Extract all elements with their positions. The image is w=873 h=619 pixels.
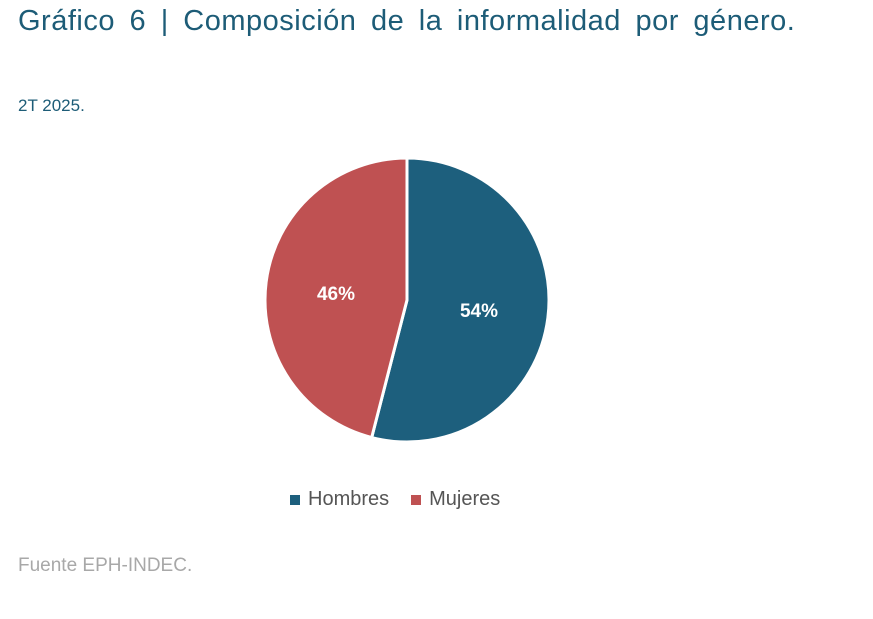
slice-label-hombres: 54% (460, 301, 498, 322)
legend-label-mujeres: Mujeres (429, 488, 501, 510)
legend-swatch-hombres (290, 494, 300, 505)
chart-subtitle: 2T 2025. (18, 96, 85, 115)
legend-item-mujeres[interactable]: Mujeres (411, 488, 500, 511)
source-note: Fuente EPH-INDEC. (18, 555, 193, 576)
legend-label-hombres: Hombres (308, 488, 390, 510)
legend-swatch-mujeres (411, 494, 422, 505)
chart-legend: Hombres Mujeres (290, 488, 522, 511)
pie-slice-mujeres[interactable] (263, 156, 409, 440)
pie-slice-hombres[interactable] (369, 156, 551, 444)
chart-title: Gráfico 6 | Composición de la informalid… (18, 5, 796, 37)
slice-label-mujeres: 46% (317, 284, 355, 305)
legend-item-hombres[interactable]: Hombres (290, 488, 389, 511)
